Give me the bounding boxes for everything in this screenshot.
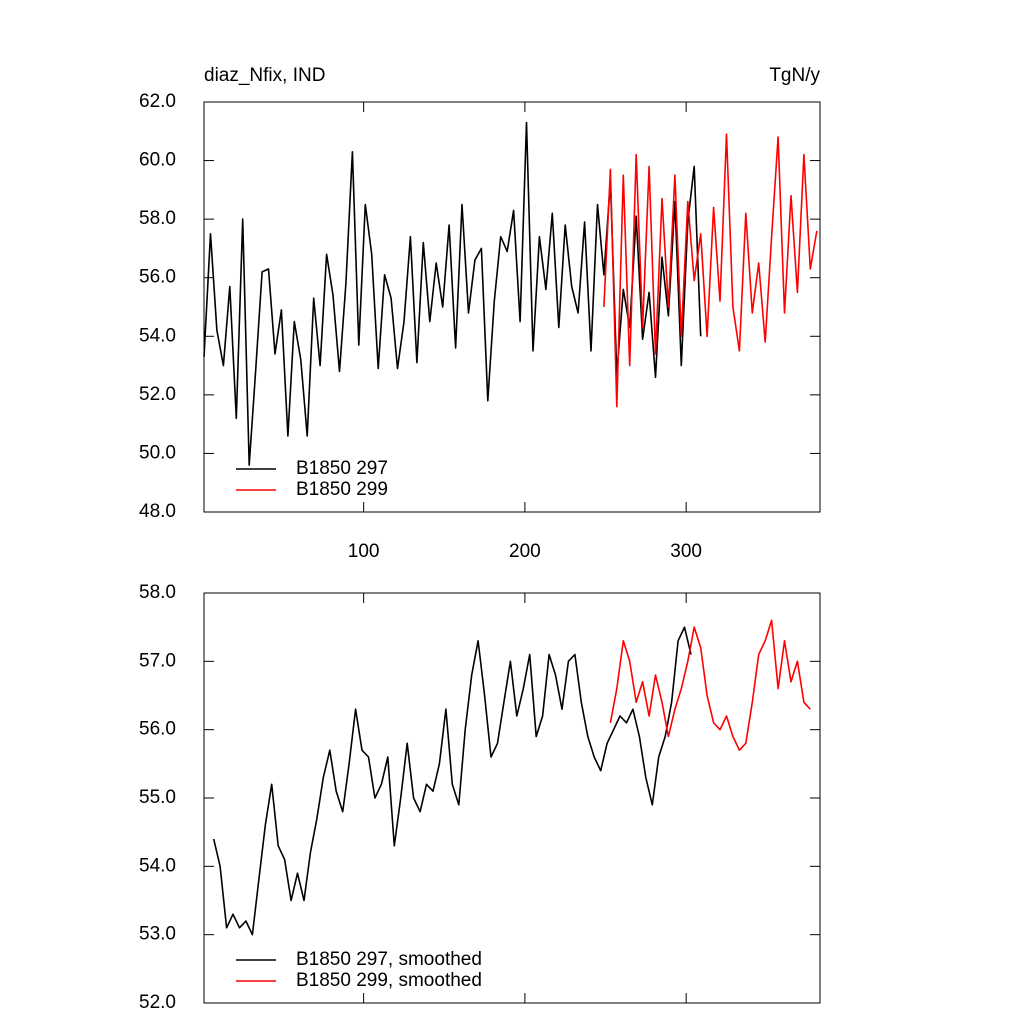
data-line bbox=[212, 626, 692, 936]
y-tick-label: 53.0 bbox=[139, 924, 176, 945]
legend-label: B1850 297 bbox=[296, 458, 388, 479]
legend-label: B1850 299 bbox=[296, 479, 388, 500]
data-line bbox=[609, 619, 811, 751]
legend-label: B1850 297, smoothed bbox=[296, 949, 482, 970]
y-tick-label: 48.0 bbox=[139, 501, 176, 522]
y-tick-label: 56.0 bbox=[139, 719, 176, 740]
y-tick-label: 54.0 bbox=[139, 855, 176, 876]
y-tick-label: 58.0 bbox=[139, 208, 176, 229]
y-tick-label: 57.0 bbox=[139, 650, 176, 671]
chart-title: diaz_Nfix, IND bbox=[204, 65, 325, 86]
data-line bbox=[603, 133, 818, 408]
data-line bbox=[203, 121, 702, 466]
legend-label: B1850 299, smoothed bbox=[296, 970, 482, 991]
plot-frame bbox=[203, 101, 821, 513]
x-tick-label: 300 bbox=[670, 541, 702, 562]
y-tick-label: 56.0 bbox=[139, 267, 176, 288]
x-tick-label: 100 bbox=[348, 541, 380, 562]
y-tick-label: 62.0 bbox=[139, 91, 176, 112]
x-tick-label: 200 bbox=[509, 541, 541, 562]
y-tick-label: 52.0 bbox=[139, 992, 176, 1013]
y-tick-label: 60.0 bbox=[139, 150, 176, 171]
y-tick-label: 58.0 bbox=[139, 582, 176, 603]
y-tick-label: 55.0 bbox=[139, 787, 176, 808]
y-tick-label: 52.0 bbox=[139, 384, 176, 405]
units-label: TgN/y bbox=[769, 65, 820, 86]
plot-frame bbox=[203, 592, 821, 1004]
y-tick-label: 54.0 bbox=[139, 325, 176, 346]
y-tick-label: 50.0 bbox=[139, 442, 176, 463]
